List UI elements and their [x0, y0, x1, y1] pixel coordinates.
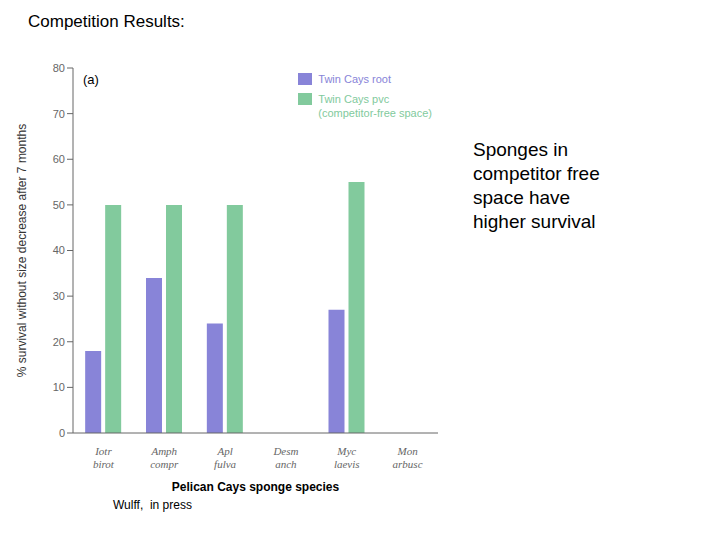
svg-text:80: 80	[53, 62, 65, 74]
svg-text:Amphcompr: Amphcompr	[150, 445, 179, 470]
svg-text:60: 60	[53, 153, 65, 165]
svg-text:30: 30	[53, 290, 65, 302]
svg-text:20: 20	[53, 336, 65, 348]
html-text:Pelican Cays sponge species: Pelican Cays sponge species	[171, 480, 340, 494]
svg-text:Iotrbirot: Iotrbirot	[93, 445, 115, 470]
svg-text:50: 50	[53, 199, 65, 211]
svg-text:Myclaevis: Myclaevis	[334, 445, 360, 470]
svg-text:Monarbusc: Monarbusc	[393, 445, 423, 470]
svg-text:0: 0	[59, 427, 65, 439]
svg-text:10: 10	[53, 381, 65, 393]
html-text:Twin Cays root: Twin Cays root	[318, 73, 391, 85]
html-text:Competition Results:: Competition Results:	[28, 12, 185, 31]
svg-text:40: 40	[53, 244, 65, 256]
html-text:Sponges in competitor free spa: Sponges in competitor free space have hi…	[473, 139, 600, 232]
html-text:Wulff, in press: Wulff, in press	[113, 498, 192, 512]
html-text:Twin Cays pvc (competitor-free: Twin Cays pvc (competitor-free space)	[318, 93, 432, 119]
svg-text:% survival without size decrea: % survival without size decrease after 7…	[15, 124, 29, 377]
svg-text:70: 70	[53, 108, 65, 120]
svg-text:Aplfulva: Aplfulva	[214, 445, 236, 470]
svg-text:Desmanch: Desmanch	[272, 445, 298, 470]
html-text:(a): (a)	[83, 72, 99, 87]
